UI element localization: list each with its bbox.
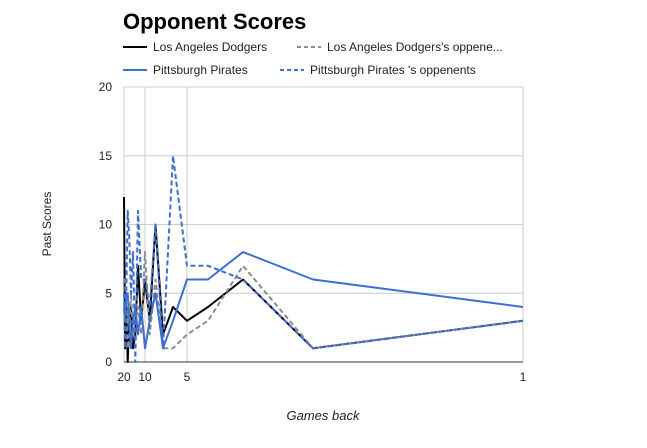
- x-tick-label: 20: [117, 370, 131, 384]
- grid: [123, 86, 524, 363]
- legend-label-2: Los Angeles Dodgers's oppene...: [327, 40, 503, 54]
- legend-label-1: Los Angeles Dodgers: [153, 40, 267, 54]
- y-tick-label: 5: [105, 286, 112, 300]
- legend-label-3: Pittsburgh Pirates: [153, 63, 248, 77]
- legend: Los Angeles Dodgers Los Angeles Dodgers's…: [123, 40, 503, 77]
- y-tick-label: 0: [105, 355, 112, 369]
- y-tick-label: 20: [99, 80, 113, 94]
- series-lines: [123, 154, 524, 363]
- chart-title: Opponent Scores: [123, 9, 306, 34]
- legend-label-4: Pittsburgh Pirates 's oppenents: [310, 63, 476, 77]
- y-tick-label: 15: [99, 149, 113, 163]
- y-tick-label: 10: [99, 218, 113, 232]
- series-line-3: [123, 251, 524, 350]
- y-axis-label: Past Scores: [40, 192, 54, 257]
- x-tick-label: 1: [520, 370, 527, 384]
- x-axis-label: Games back: [287, 408, 361, 423]
- series-line-2: [124, 251, 524, 350]
- tick-labels: 0 5 10 15 20 20 10 5 1: [99, 80, 527, 384]
- x-tick-label: 10: [138, 370, 152, 384]
- series-line-4: [123, 154, 524, 363]
- x-tick-label: 5: [184, 370, 191, 384]
